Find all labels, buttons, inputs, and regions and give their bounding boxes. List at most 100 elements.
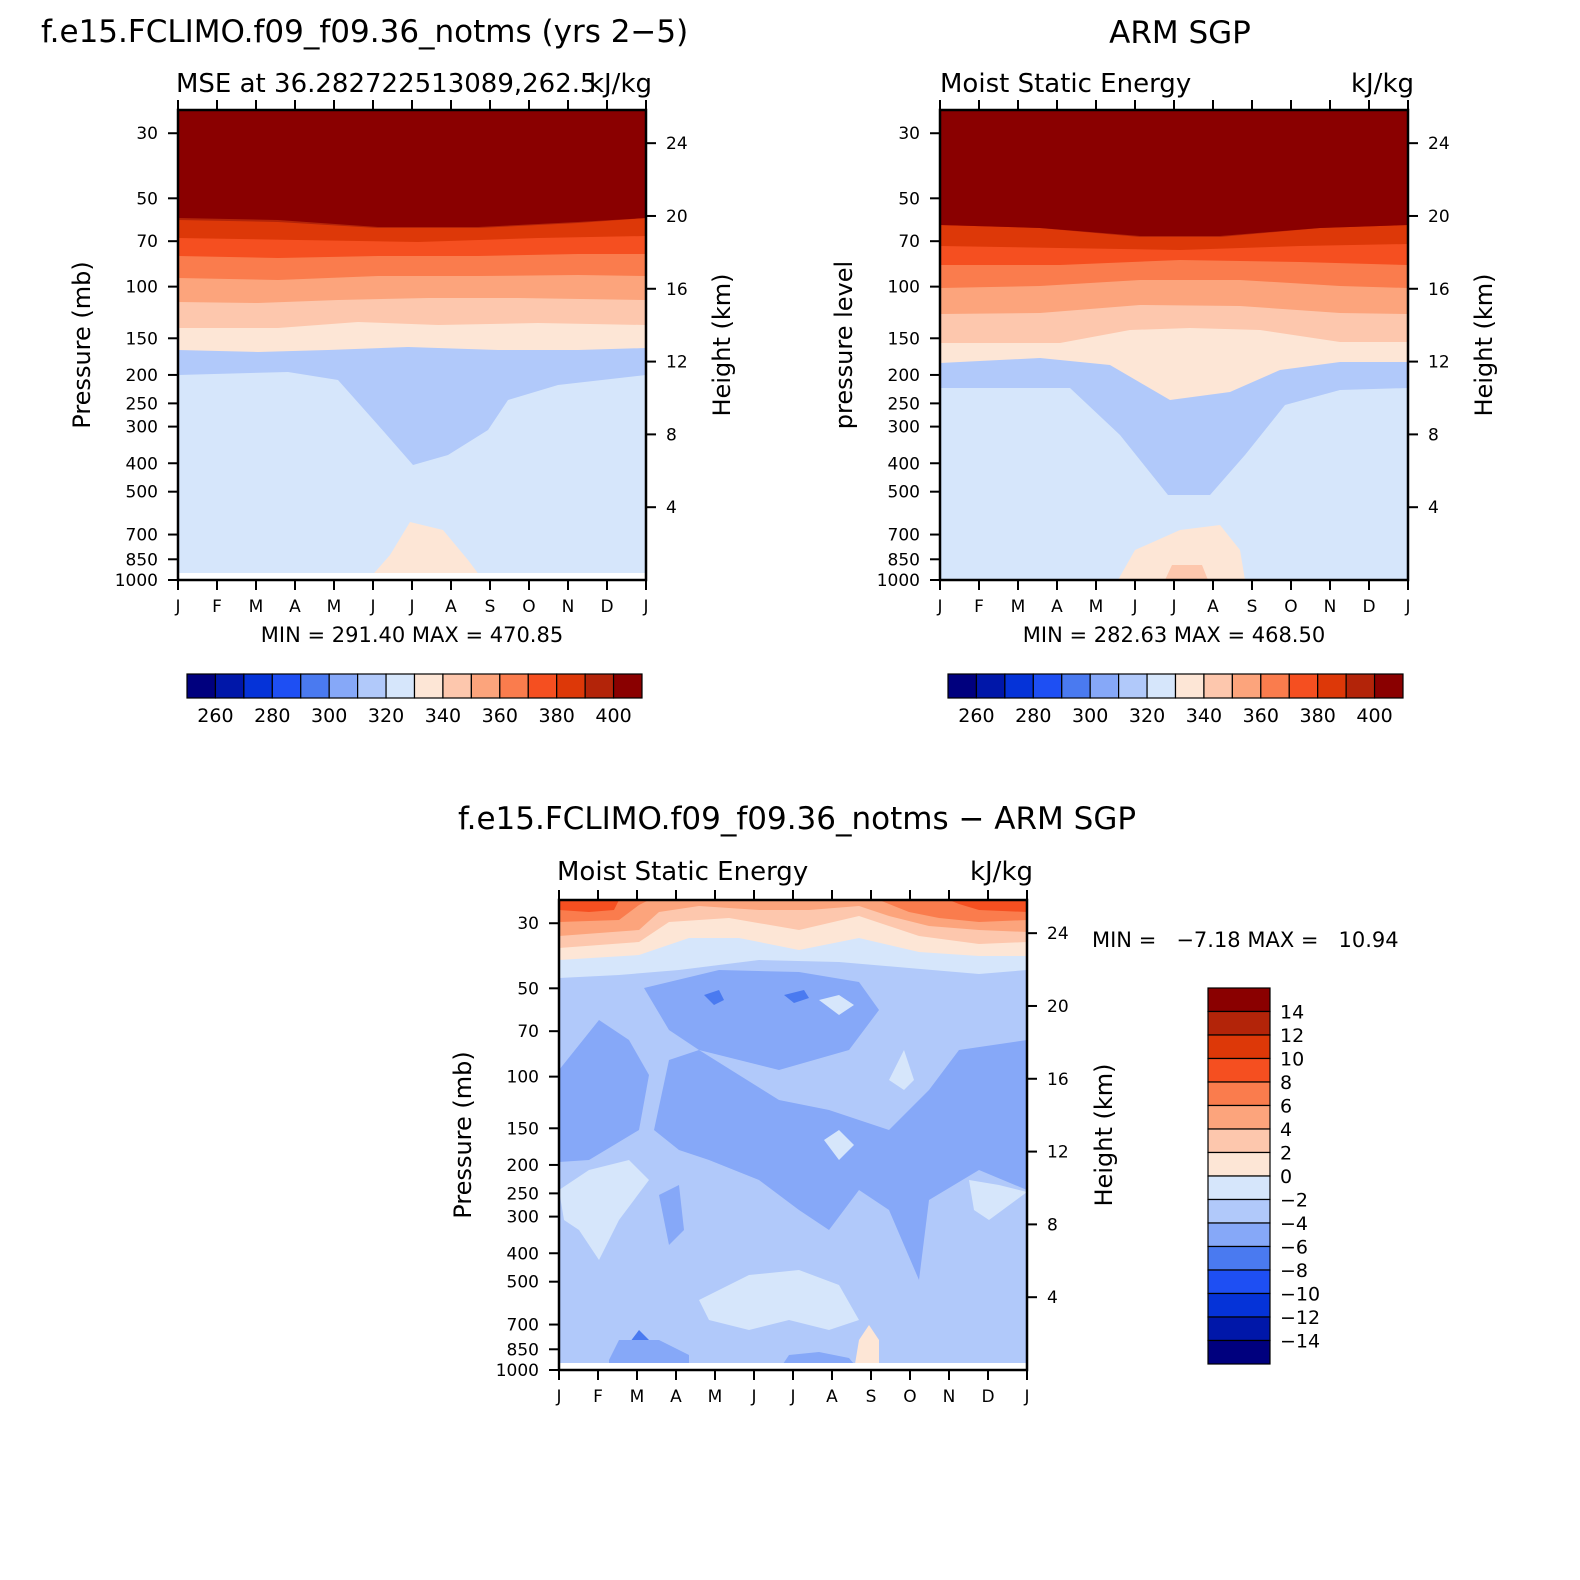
diff-ylabel-right: Height (km) [1090, 1064, 1118, 1207]
colorbar-box [1207, 1222, 1271, 1248]
colorbar-box [1288, 673, 1319, 699]
colorbar-label: −4 [1280, 1213, 1308, 1235]
month-tick-label: M [1011, 597, 1026, 617]
colorbar-box [1207, 1010, 1271, 1036]
diff-contour-field [559, 900, 1027, 1370]
height-tick-label: 4 [1047, 1288, 1058, 1308]
diff-band-m2-right [969, 1180, 1027, 1220]
diff-band-m6-low [609, 1340, 689, 1370]
height-tick-label: 24 [666, 134, 688, 154]
pressure-tick-label: 150 [126, 329, 158, 349]
colorbar-box [527, 673, 558, 699]
month-tick-label: D [981, 1387, 994, 1407]
diff-units: kJ/kg [970, 857, 1033, 887]
obs-left-subtitle: Moist Static Energy [940, 69, 1191, 99]
pressure-tick-label: 250 [126, 394, 158, 414]
diff-band-m6-left [559, 1020, 649, 1162]
pressure-tick-label: 500 [126, 483, 158, 503]
month-tick-label: J [174, 597, 180, 617]
diff-band-m2-low [699, 1270, 859, 1330]
height-tick-label: 24 [1047, 924, 1069, 944]
colorbar-label: 360 [1243, 705, 1279, 727]
colorbar-label: 280 [1015, 705, 1051, 727]
colorbar-box [947, 673, 978, 699]
month-tick-label: A [826, 1387, 838, 1407]
colorbar-box [1061, 673, 1091, 699]
colorbar-box [1317, 673, 1347, 699]
colorbar-box [1207, 1269, 1271, 1295]
pressure-tick-label: 300 [507, 1208, 539, 1228]
obs-min-max: MIN = 282.63 MAX = 468.50 [1023, 623, 1325, 647]
month-tick-label: M [630, 1387, 645, 1407]
colorbar-label: 4 [1280, 1119, 1292, 1141]
pressure-tick-label: 150 [507, 1119, 539, 1139]
month-tick-label: O [903, 1387, 916, 1407]
height-tick-label: 12 [1047, 1143, 1069, 1163]
height-tick-label: 20 [666, 207, 688, 227]
colorbar-box [442, 673, 472, 699]
colorbar-label: −8 [1280, 1260, 1308, 1282]
colorbar-box [470, 673, 501, 699]
height-tick-label: 20 [1047, 997, 1069, 1017]
month-tick-label: J [936, 597, 942, 617]
obs-ylabel: pressure level [830, 261, 858, 429]
obs-summer-bubble [1118, 525, 1245, 580]
pressure-tick-label: 850 [507, 1340, 539, 1360]
colorbar-box [612, 673, 643, 699]
pressure-tick-label: 70 [898, 232, 920, 252]
pressure-tick-label: 700 [126, 526, 158, 546]
height-tick-label: 16 [1047, 1070, 1069, 1090]
pressure-tick-label: 50 [136, 189, 158, 209]
diff-band-p2-low [854, 1325, 879, 1370]
colorbar-box [413, 673, 444, 699]
diff-band-m8-b [784, 990, 809, 1003]
colorbar-box [1118, 673, 1148, 699]
colorbar-box [1089, 673, 1120, 699]
pressure-tick-label: 200 [126, 366, 158, 386]
colorbar-box [1004, 673, 1034, 699]
colorbar-label: −14 [1280, 1331, 1320, 1353]
month-tick-label: J [555, 1387, 561, 1407]
colorbar-box [1260, 673, 1290, 699]
diff-band-p10-left [559, 900, 619, 912]
colorbar-box [1203, 673, 1233, 699]
obs-main-title: ARM SGP [1109, 15, 1251, 51]
pressure-tick-label: 100 [126, 278, 158, 298]
diff-surface-gap [559, 1363, 1027, 1370]
model-colorbar: 260 280 300 320 340 360 380 400 [186, 673, 643, 727]
pressure-tick-label: 200 [507, 1156, 539, 1176]
month-tick-label: J [789, 1387, 795, 1407]
colorbar-label: 2 [1280, 1143, 1292, 1165]
colorbar-box [214, 673, 245, 699]
model-ylabel: Pressure (mb) [68, 261, 96, 428]
month-tick-label: J [750, 1387, 756, 1407]
pressure-tick-label: 50 [517, 979, 539, 999]
colorbar-label: 360 [482, 705, 518, 727]
diff-band-m6-upper [644, 970, 879, 1070]
colorbar-box [1207, 1104, 1271, 1130]
model-main-title: f.e15.FCLIMO.f09_f09.36_notms (yrs 2−5) [41, 14, 688, 50]
colorbar-box [499, 673, 529, 699]
model-min-max: MIN = 291.40 MAX = 470.85 [261, 623, 563, 647]
height-tick-label: 4 [1428, 498, 1439, 518]
month-tick-label: A [670, 1387, 682, 1407]
model-axes: J F M A M J J A S O N D J 30 50 70 100 150 200 250 300 400 500… [115, 100, 688, 617]
colorbar-box [1174, 673, 1205, 699]
colorbar-box [556, 673, 586, 699]
pressure-tick-label: 1000 [877, 571, 920, 591]
pressure-tick-label: 100 [888, 278, 920, 298]
month-tick-label: J [1170, 597, 1176, 617]
colorbar-label: 320 [1129, 705, 1165, 727]
colorbar-label: 8 [1280, 1072, 1292, 1094]
obs-panel: ARM SGP Moist Static Energy kJ/kg [830, 15, 1498, 727]
month-tick-label: S [866, 1387, 877, 1407]
colorbar-label: 300 [1072, 705, 1108, 727]
month-tick-label: M [327, 597, 342, 617]
month-tick-label: O [1284, 597, 1297, 617]
obs-units: kJ/kg [1351, 69, 1414, 99]
model-band-top [178, 110, 646, 227]
colorbar-box [385, 673, 416, 699]
month-tick-label: A [445, 597, 457, 617]
month-tick-label: J [642, 597, 648, 617]
